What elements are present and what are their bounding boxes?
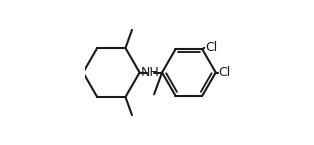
Text: Cl: Cl	[218, 66, 230, 79]
Text: Cl: Cl	[205, 41, 217, 54]
Text: NH: NH	[141, 66, 160, 79]
